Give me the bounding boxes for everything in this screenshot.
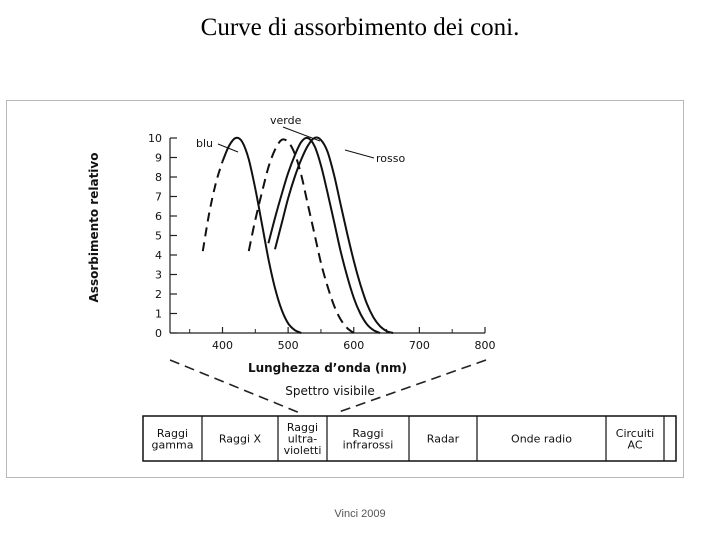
curve-blu-solid-part: [221, 136, 302, 334]
curve-blu-dashed-part: [201, 161, 224, 252]
y-tick-label: 2: [155, 288, 162, 301]
spectrum-band-label: Raggi ultra-violetti: [284, 421, 322, 457]
x-tick-label: 700: [409, 339, 430, 352]
figure-frame: [6, 100, 684, 478]
y-tick-label: 9: [155, 152, 162, 165]
spectrum-band-line: Radar: [427, 433, 460, 446]
y-tick-label: 6: [155, 210, 162, 223]
y-tick-label: 1: [155, 308, 162, 321]
spectrum-band-line: AC: [627, 438, 642, 451]
y-tick-label: 3: [155, 269, 162, 282]
y-tick-label: 10: [148, 132, 162, 145]
spectrum-band-line: infrarossi: [343, 438, 394, 451]
footer-credit: Vinci 2009: [334, 508, 386, 520]
label-blu: blu: [196, 137, 213, 150]
leader-rosso: [344, 149, 375, 159]
visible-spectrum-label: Spettro visibile: [285, 384, 375, 398]
x-tick-label: 600: [343, 339, 364, 352]
y-tick-label: 5: [155, 230, 162, 243]
labels: blu verde rosso: [196, 114, 405, 165]
leader-blu: [217, 143, 239, 153]
slide-title: Curve di assorbimento dei coni.: [200, 14, 520, 41]
spectrum-band-label: Raggi infrarossi: [343, 427, 394, 452]
spectrum-band-line: violetti: [284, 444, 322, 457]
curve-verde: [247, 138, 355, 334]
y-tick-label: 8: [155, 171, 162, 184]
y-tick-label: 4: [155, 249, 162, 262]
curve-3: [267, 136, 381, 334]
axes: 0 1 2 3 4 5 6 7 8 9 10 400 500 600 700 800 Lunghezza d’o…: [87, 132, 496, 375]
spectrum-band-line: gamma: [152, 438, 194, 451]
x-tick-label: 800: [475, 339, 496, 352]
spectrum-band-label: Raggi gamma: [152, 427, 194, 452]
spectrum-band-line: Raggi: [352, 427, 383, 440]
spectrum-band-label: Radar: [427, 433, 460, 446]
curve-rosso: [274, 136, 394, 334]
label-verde: verde: [270, 114, 302, 127]
spectrum-band-label: Raggi X: [219, 433, 262, 446]
y-tick-label: 0: [155, 327, 162, 340]
x-tick-label: 500: [278, 339, 299, 352]
x-axis-title: Lunghezza d’onda (nm): [248, 361, 407, 375]
label-rosso: rosso: [376, 152, 405, 165]
zoom-line-right: [335, 359, 487, 414]
spectrum-band-label: Circuiti AC: [616, 427, 654, 452]
zoom-line-left: [169, 359, 301, 414]
y-axis-title: Assorbimento relativo: [87, 153, 101, 303]
x-tick-label: 400: [212, 339, 233, 352]
spectrum-band-line: Raggi: [157, 427, 188, 440]
spectrum-band-line: Raggi X: [219, 433, 262, 446]
leader-verde: [282, 126, 321, 142]
spectrum-band-label: Onde radio: [511, 433, 572, 446]
spectrum-band-line: Onde radio: [511, 433, 572, 446]
spectrum-band-line: Raggi: [287, 421, 318, 434]
spectrum-band-line: Circuiti: [616, 427, 654, 440]
y-tick-label: 7: [155, 191, 162, 204]
curves: [201, 136, 394, 334]
spectrum-band-line: ultra-: [288, 433, 318, 446]
